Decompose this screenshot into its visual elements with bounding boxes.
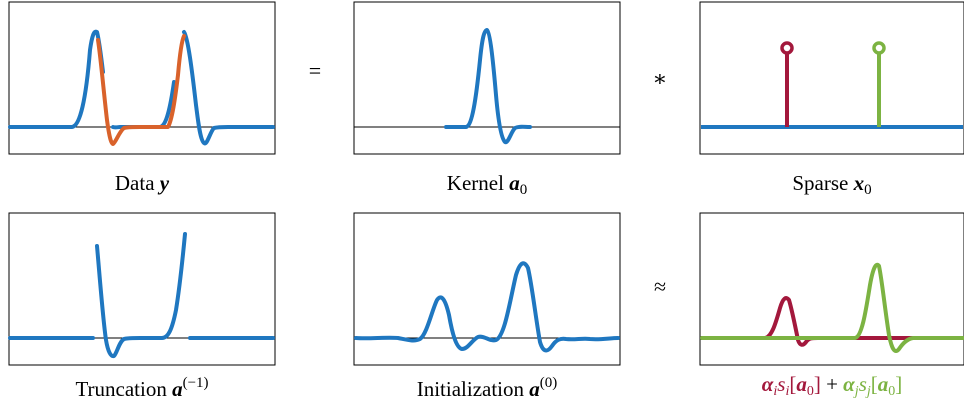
approx-operator: ≈ — [654, 274, 666, 299]
truncation-signal — [8, 232, 275, 359]
panel-approximation-label: αisi[a0] + αjsj[a0] — [762, 372, 903, 399]
panel-truncation: Truncation a(−1) — [8, 212, 276, 401]
panel-approximation-frame — [699, 212, 964, 366]
panel-initialization-frame — [353, 212, 621, 366]
panel-sparse: Sparse x0 — [699, 1, 964, 198]
panel-truncation-label: Truncation a(−1) — [75, 375, 208, 401]
panel-sparse-label: Sparse x0 — [792, 171, 871, 198]
panel-initialization: Initialization a(0) — [353, 212, 621, 401]
panel-kernel-frame — [353, 1, 621, 155]
panel-sparse-frame — [699, 1, 964, 155]
panel-data-label: Data y — [115, 171, 170, 195]
spike-i-head — [780, 41, 794, 55]
panel-initialization-label: Initialization a(0) — [417, 375, 558, 401]
panel-kernel-label: Kernel a0 — [447, 171, 527, 198]
initialization-signal — [354, 261, 620, 353]
equals-operator: = — [309, 58, 321, 83]
panel-truncation-frame — [8, 212, 276, 366]
panel-approximation: αisi[a0] + αjsj[a0] — [699, 212, 964, 399]
spike-j-head — [872, 41, 886, 55]
kernel-signal — [444, 28, 532, 145]
panel-kernel: Kernel a0 — [353, 1, 621, 198]
approx-red-bump — [763, 296, 820, 347]
approx-green-signal — [700, 262, 964, 353]
panel-data-frame — [8, 1, 276, 155]
convolution-operator: ∗ — [653, 66, 668, 91]
data-signal-orange — [96, 34, 186, 146]
panel-data: Data y — [8, 1, 276, 195]
